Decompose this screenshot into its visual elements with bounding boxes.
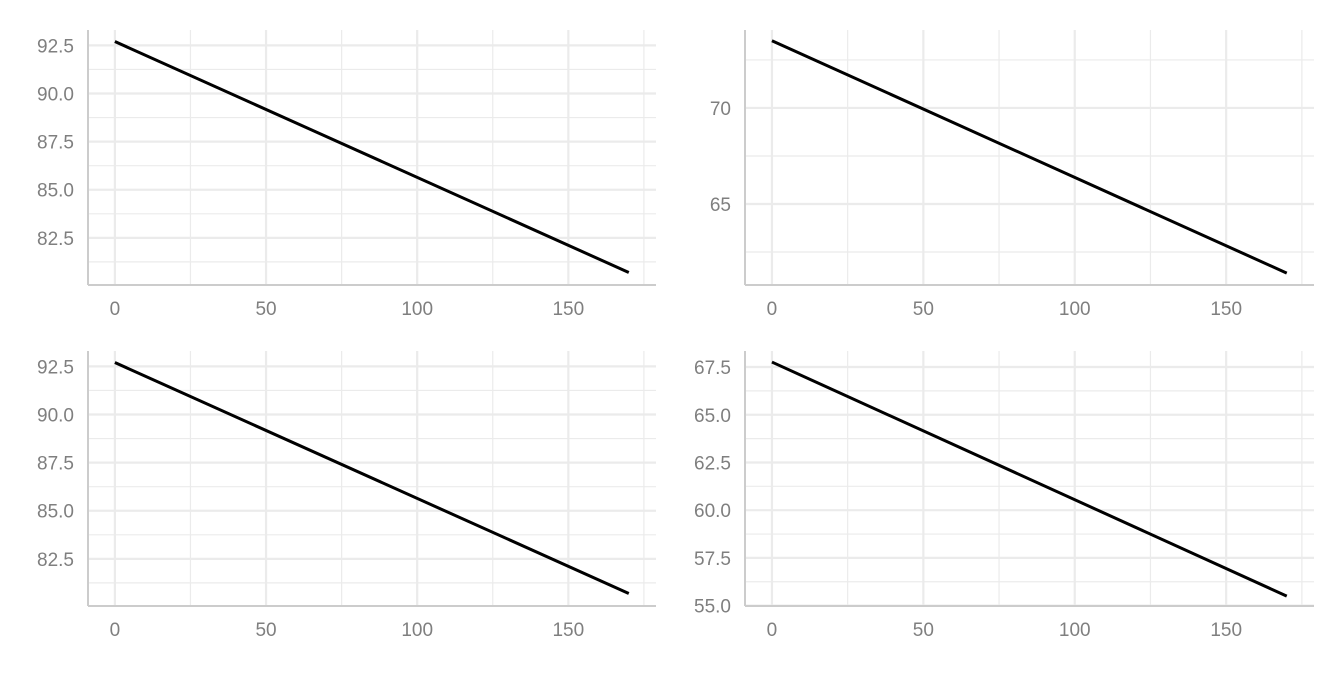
x-tick-label: 150 [1210,620,1242,641]
x-tick-label: 50 [255,620,276,641]
panel-1: 0 50 100 150 82.5 85.0 87.5 90.0 92.5 [37,30,656,320]
x-tick-label: 0 [767,299,778,320]
x-tick-label: 100 [1059,620,1091,641]
y-tick-label: 92.5 [37,36,74,57]
x-tick-label: 150 [552,299,584,320]
series-line [114,40,630,274]
y-tick-label: 55.0 [694,597,731,618]
x-tick-label: 50 [913,299,934,320]
x-tick-label: 100 [401,299,433,320]
series-line [771,360,1288,598]
y-tick-label: 87.5 [37,133,74,154]
y-tick-label: 92.5 [37,357,74,378]
x-tick-label: 0 [110,620,121,641]
y-tick-label: 70 [710,99,731,120]
panel-2: 0 50 100 150 65 70 [710,30,1314,320]
x-tick-label: 150 [552,620,584,641]
panel-4: 0 50 100 150 55.0 57.5 60.0 62.5 65.0 67.5 [694,351,1314,641]
y-tick-label: 90.0 [37,85,74,106]
x-tick-label: 50 [913,620,934,641]
x-tick-label: 100 [1059,299,1091,320]
y-tick-label: 82.5 [37,550,74,571]
x-tick-label: 0 [767,620,778,641]
y-tick-label: 85.0 [37,502,74,523]
y-tick-label: 67.5 [694,358,731,379]
x-tick-label: 150 [1210,299,1242,320]
y-tick-label: 62.5 [694,453,731,474]
y-tick-label: 65 [710,195,731,216]
y-tick-label: 65.0 [694,406,731,427]
y-tick-label: 85.0 [37,181,74,202]
y-tick-label: 60.0 [694,501,731,522]
y-tick-label: 90.0 [37,406,74,427]
panel-3: 0 50 100 150 82.5 85.0 87.5 90.0 92.5 [37,351,656,641]
y-tick-label: 57.5 [694,549,731,570]
x-tick-label: 100 [401,620,433,641]
x-tick-label: 0 [110,299,121,320]
x-tick-label: 50 [255,299,276,320]
series-line [771,39,1288,275]
y-tick-label: 82.5 [37,229,74,250]
y-tick-label: 87.5 [37,454,74,475]
series-line [114,361,630,595]
